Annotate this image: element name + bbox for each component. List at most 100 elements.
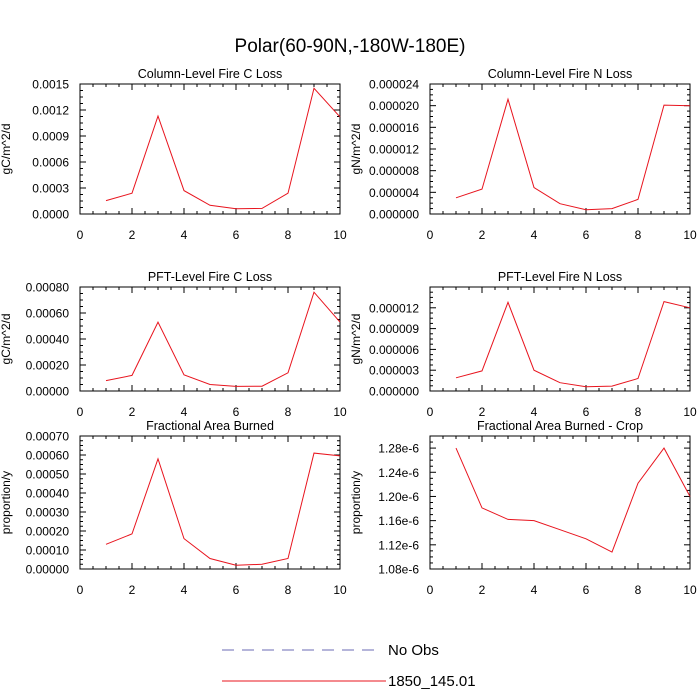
y-tick-label: 0.00020: [26, 525, 70, 539]
y-axis-label: proportion/y: [0, 471, 13, 534]
y-tick-label: 0.000004: [369, 186, 419, 200]
y-tick-label: 0.00000: [26, 563, 70, 577]
panel-title: PFT-Level Fire C Loss: [148, 270, 272, 284]
y-tick-label: 1.12e-6: [378, 538, 419, 552]
x-tick-label: 2: [479, 228, 486, 242]
x-tick-label: 6: [583, 228, 590, 242]
panel-2: Column-Level Fire N Loss 0 2 4 6 8 10 0.000000 0…: [349, 67, 697, 242]
series-line: [105, 452, 341, 566]
y-tick-label: 0.000012: [369, 301, 419, 315]
x-tick-label: 8: [285, 405, 292, 419]
legend: No Obs 1850_145.01: [222, 642, 476, 690]
x-tick-label: 2: [129, 583, 136, 597]
y-axis-label: proportion/y: [349, 471, 363, 534]
series-line: [455, 97, 691, 211]
panel-4: PFT-Level Fire N Loss 0 2 4 6 8 10 0.000000 0.00…: [349, 270, 697, 419]
panel-6: Fractional Area Burned - Crop 0 2 4 6 8 10 1.08…: [349, 419, 697, 597]
panel-title: PFT-Level Fire N Loss: [498, 270, 622, 284]
y-tick-label: 0.00060: [26, 307, 70, 321]
y-tick-label: 1.08e-6: [378, 563, 419, 577]
y-tick-label: 0.00010: [26, 544, 70, 558]
x-tick-label: 0: [427, 405, 434, 419]
panel-title: Column-Level Fire N Loss: [488, 67, 633, 81]
y-tick-label: 0.000012: [369, 143, 419, 157]
x-tick-label: 10: [683, 405, 697, 419]
x-tick-label: 2: [129, 228, 136, 242]
x-tick-label: 10: [683, 583, 697, 597]
y-tick-label: 0.0012: [32, 104, 69, 118]
x-tick-label: 4: [181, 583, 188, 597]
y-tick-label: 0.000008: [369, 164, 419, 178]
series-line: [455, 447, 691, 553]
x-tick-label: 8: [635, 583, 642, 597]
x-tick-label: 4: [531, 583, 538, 597]
y-tick-label: 0.000024: [369, 78, 419, 92]
panel-1: Column-Level Fire C Loss 0 2 4 6 8 10 0.0000 0.0…: [0, 67, 347, 242]
y-tick-label: 0.000000: [369, 208, 419, 222]
y-tick-label: 0.000016: [369, 121, 419, 135]
plot-frame: [429, 435, 691, 570]
panel-title: Fractional Area Burned: [146, 419, 274, 433]
x-tick-label: 8: [635, 228, 642, 242]
x-tick-label: 8: [285, 583, 292, 597]
x-tick-label: 10: [333, 228, 347, 242]
y-tick-label: 0.000003: [369, 364, 419, 378]
y-tick-label: 0.0003: [32, 182, 69, 196]
y-tick-label: 0.00040: [26, 333, 70, 347]
y-axis-label: gC/m^2/d: [0, 314, 13, 365]
x-tick-label: 4: [181, 405, 188, 419]
y-tick-label: 0.00080: [26, 281, 70, 295]
panel-title: Column-Level Fire C Loss: [138, 67, 283, 81]
y-tick-label: 0.000020: [369, 99, 419, 113]
y-axis-label: gN/m^2/d: [349, 314, 363, 365]
plot-frame: [429, 83, 691, 215]
panel-5: Fractional Area Burned 0 2 4 6 8 10 0.00000 0.00…: [0, 419, 347, 597]
x-tick-label: 0: [77, 405, 84, 419]
x-tick-label: 8: [635, 405, 642, 419]
y-tick-label: 0.00050: [26, 468, 70, 482]
x-tick-label: 2: [479, 405, 486, 419]
x-tick-label: 6: [233, 583, 240, 597]
x-tick-label: 4: [531, 405, 538, 419]
plot-frame: [79, 286, 341, 392]
x-tick-label: 0: [77, 228, 84, 242]
series-line: [105, 87, 341, 210]
x-tick-label: 6: [233, 228, 240, 242]
x-tick-label: 4: [531, 228, 538, 242]
legend-label-no-obs: No Obs: [388, 642, 439, 659]
y-axis-label: gC/m^2/d: [0, 124, 13, 175]
x-tick-label: 6: [583, 405, 590, 419]
x-tick-label: 10: [333, 583, 347, 597]
x-tick-label: 2: [479, 583, 486, 597]
y-tick-label: 0.0000: [32, 208, 69, 222]
y-tick-label: 0.00000: [26, 385, 70, 399]
panel-3: PFT-Level Fire C Loss 0 2 4 6 8 10 0.00000 0.000…: [0, 270, 347, 419]
plot-frame: [79, 435, 341, 570]
x-tick-label: 10: [333, 405, 347, 419]
y-tick-label: 1.24e-6: [378, 466, 419, 480]
x-tick-label: 6: [583, 583, 590, 597]
legend-label-model: 1850_145.01: [388, 673, 476, 690]
series-line: [105, 291, 341, 387]
y-tick-label: 1.20e-6: [378, 490, 419, 504]
y-tick-label: 0.000009: [369, 322, 419, 336]
y-tick-label: 0.00040: [26, 487, 70, 501]
y-tick-label: 0.00020: [26, 359, 70, 373]
x-tick-label: 4: [181, 228, 188, 242]
y-tick-label: 0.0006: [32, 156, 69, 170]
y-tick-label: 0.00030: [26, 506, 70, 520]
plot-frame: [79, 83, 341, 215]
y-tick-label: 0.00070: [26, 430, 70, 444]
figure-title: Polar(60-90N,-180W-180E): [235, 36, 466, 57]
panels: Column-Level Fire C Loss 0 2 4 6 8 10 0.0000 0.0…: [0, 67, 697, 597]
x-tick-label: 2: [129, 405, 136, 419]
x-tick-label: 10: [683, 228, 697, 242]
y-tick-label: 0.000006: [369, 343, 419, 357]
y-tick-label: 0.0015: [32, 78, 69, 92]
panel-title: Fractional Area Burned - Crop: [477, 419, 643, 433]
x-tick-label: 0: [427, 228, 434, 242]
y-tick-label: 0.0009: [32, 130, 69, 144]
y-tick-label: 1.28e-6: [378, 442, 419, 456]
y-tick-label: 1.16e-6: [378, 514, 419, 528]
